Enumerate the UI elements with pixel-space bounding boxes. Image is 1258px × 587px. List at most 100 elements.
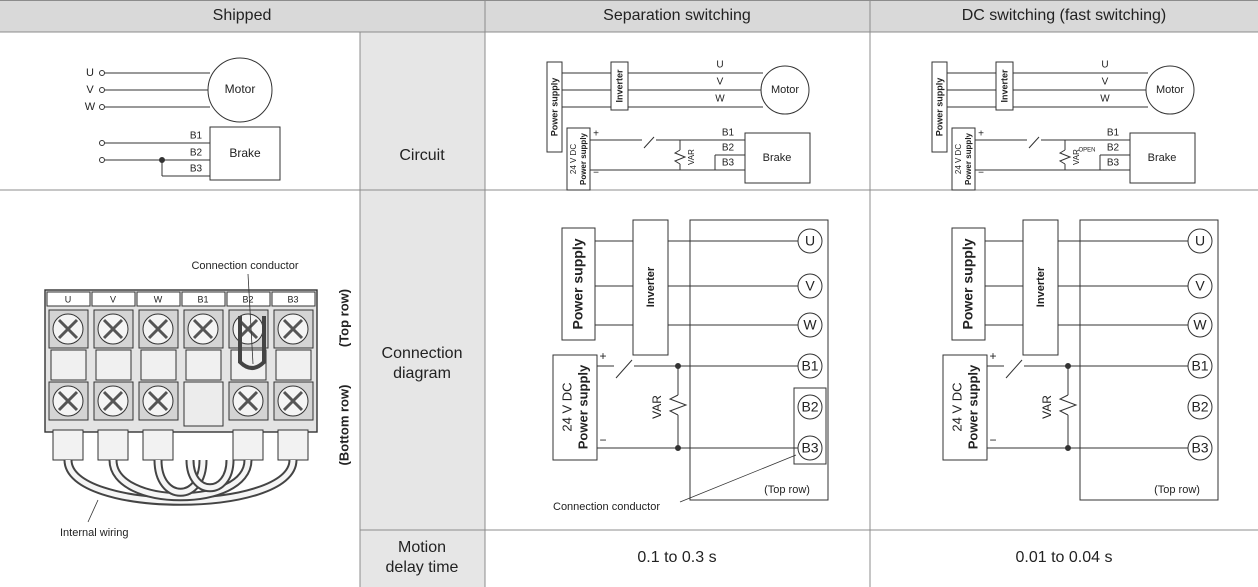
diagram-label: (Top row) (764, 484, 810, 496)
box (995, 61, 1014, 111)
delay-value: 0.01 to 0.04 s (1016, 549, 1113, 566)
wire (192, 318, 214, 340)
diagram-label: B2 (1107, 143, 1120, 154)
terminal-label: B3 (1191, 440, 1208, 456)
separator (140, 349, 177, 381)
wire (57, 318, 79, 340)
row-label: delay time (386, 559, 459, 576)
wire (615, 359, 633, 379)
diagram-label: + (593, 129, 599, 140)
terminal-label: V (110, 294, 116, 304)
terminal (99, 70, 105, 76)
terminal-label: B1 (1191, 358, 1208, 374)
diagram-label: − (978, 168, 984, 179)
box (566, 127, 591, 191)
diagram-label: B1 (1107, 128, 1120, 139)
diagram-label: W (715, 94, 725, 105)
diagram-label: Brake (229, 146, 261, 160)
brake (1129, 132, 1196, 184)
diagram-label: Power supply (575, 364, 590, 449)
diagram-label: U (86, 67, 94, 79)
box (951, 227, 986, 341)
box (552, 354, 598, 461)
diagram-label: VAR (687, 149, 696, 165)
motor (1145, 65, 1195, 115)
diagram-label: Power supply (965, 364, 980, 449)
junction (1065, 363, 1071, 369)
terminal-label: B3 (801, 440, 818, 456)
diagram-label: B3 (1107, 158, 1120, 169)
diagram-label: Motor (225, 82, 256, 96)
diagram-label: − (599, 433, 606, 447)
terminal-tag (136, 291, 181, 307)
diagram-label: Power supply (579, 132, 588, 185)
wire (147, 390, 169, 412)
diagram-label: VAR (1040, 395, 1054, 419)
wire (282, 318, 304, 340)
wire (102, 390, 124, 412)
terminal-tag (46, 291, 91, 307)
diagram-label: (Top row) (336, 289, 351, 347)
diagram-label: B1 (190, 131, 203, 142)
row-label: Motion (398, 539, 446, 556)
wire (1005, 359, 1023, 379)
diagram-label: B1 (722, 128, 735, 139)
terminal (797, 312, 823, 338)
terminal (99, 104, 105, 110)
diagram-label: Power supply (570, 238, 586, 329)
separator (50, 349, 87, 381)
terminal-label: U (805, 233, 815, 249)
brake (744, 132, 811, 184)
diagram-label: 24 V DC (949, 382, 964, 431)
wire (147, 318, 169, 340)
box (942, 354, 988, 461)
diagram-label: Power supply (960, 238, 976, 329)
terminal-label: W (154, 294, 163, 304)
row-label: diagram (393, 365, 451, 382)
diagram-label: Inverter (999, 69, 1009, 103)
diagram-label: Brake (763, 152, 792, 164)
junction (159, 157, 165, 163)
terminal (797, 394, 823, 420)
diagram-label: V (86, 84, 94, 96)
diagram-label: 24 V DC (559, 382, 574, 431)
terminal-block (44, 289, 318, 433)
header-cell: DC switching (fast switching) (962, 7, 1167, 24)
diagram-label: V (717, 77, 724, 88)
connection-conductor (238, 316, 266, 370)
terminal-label: B2 (801, 399, 818, 415)
wire (57, 390, 79, 412)
header-cell: Shipped (213, 7, 272, 24)
diagram-label: Power supply (964, 132, 973, 185)
diagram-label: − (593, 168, 599, 179)
wire (1058, 394, 1078, 416)
terminal (99, 87, 105, 93)
diagram-label: Power supply (934, 78, 944, 137)
terminal-label: U (1195, 233, 1205, 249)
terminal-tag (91, 291, 136, 307)
row-label: Circuit (399, 147, 445, 164)
terminal-tag (271, 291, 316, 307)
diagram-label: − (989, 433, 996, 447)
connection-conductor (793, 387, 827, 465)
diagram-label: Inverter (1035, 266, 1047, 307)
wire-lug (277, 429, 309, 461)
header-cell: Separation switching (603, 7, 751, 24)
terminal-label: U (65, 294, 72, 304)
wire (247, 273, 254, 365)
box (561, 227, 596, 341)
junction (1065, 445, 1071, 451)
diagram-label: B3 (722, 158, 735, 169)
diagram-label: Internal wiring (60, 527, 128, 539)
diagram-label: V (1102, 77, 1109, 88)
wire (282, 390, 304, 412)
diagram-label: Inverter (614, 69, 624, 103)
junction (675, 363, 681, 369)
terminal-label: W (803, 317, 817, 333)
terminal-label: B1 (801, 358, 818, 374)
terminal (1187, 394, 1213, 420)
diagram-label: U (1101, 60, 1108, 71)
